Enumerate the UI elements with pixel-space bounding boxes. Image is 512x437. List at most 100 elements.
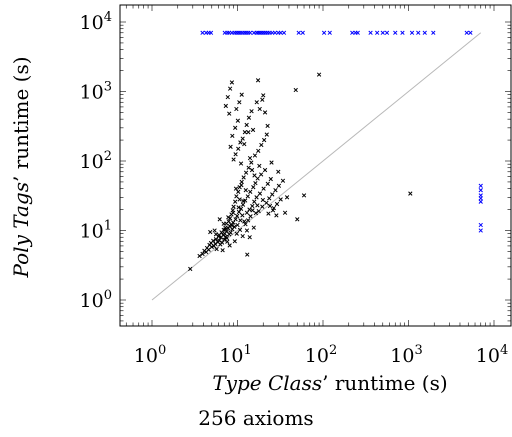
data-point	[261, 93, 266, 98]
data-point	[267, 196, 272, 201]
y-tick-label: 101	[80, 219, 112, 243]
y-tick-label: 104	[80, 10, 112, 34]
data-point	[214, 246, 219, 252]
x-tick-label: 100	[134, 343, 166, 367]
chart-caption: 256 axioms	[198, 406, 314, 430]
y-tick-label: 100	[80, 288, 112, 312]
data-point	[244, 122, 249, 128]
data-point	[208, 229, 213, 235]
data-point	[242, 219, 247, 224]
data-point	[255, 203, 260, 208]
data-point	[197, 253, 202, 259]
data-point	[232, 239, 237, 244]
timeout-point	[278, 30, 283, 35]
data-point	[247, 235, 252, 240]
data-point	[252, 199, 257, 204]
data-point	[260, 197, 266, 203]
data-point	[248, 189, 253, 194]
data-point	[244, 228, 250, 233]
x-axis-label-italic: Type Class	[212, 371, 322, 395]
data-point	[240, 136, 245, 141]
data-point	[267, 203, 273, 209]
data-point	[257, 191, 263, 196]
timeout-point	[478, 228, 483, 233]
data-point	[235, 222, 240, 228]
tick-labels-layer: 100 101 102 103 104 100 101 102 103 104	[80, 10, 509, 367]
data-point	[250, 203, 255, 209]
timeout-point	[422, 30, 427, 35]
data-point	[259, 142, 264, 148]
data-point	[223, 103, 228, 109]
data-point	[260, 97, 265, 102]
y-axis-label-italic: Poly Tags	[9, 182, 33, 279]
data-point	[227, 111, 232, 116]
timeout-point	[380, 30, 385, 35]
data-point	[233, 125, 238, 130]
timeout-point	[416, 30, 421, 35]
data-point	[249, 109, 254, 114]
data-point	[236, 189, 241, 194]
data-point	[231, 157, 236, 162]
data-point	[241, 198, 246, 204]
data-point	[234, 194, 239, 199]
data-point	[301, 193, 307, 198]
timeout-point	[393, 30, 398, 35]
timeout-point	[478, 183, 483, 188]
data-point	[233, 152, 238, 157]
data-point	[408, 191, 413, 196]
data-point	[250, 208, 255, 213]
data-point	[254, 100, 259, 105]
timeout-point	[384, 30, 390, 35]
data-point	[265, 123, 270, 129]
timeout-point	[400, 30, 405, 35]
timeout-point	[464, 30, 469, 35]
data-point	[226, 215, 231, 220]
data-point	[253, 210, 259, 216]
data-point	[223, 227, 228, 232]
data-point	[239, 182, 244, 188]
data-point	[247, 207, 252, 212]
data-point	[293, 87, 298, 93]
timeout-point	[478, 199, 483, 204]
x-tick-label: 104	[476, 343, 508, 367]
data-point	[262, 167, 268, 173]
data-point	[213, 232, 219, 237]
data-point	[246, 165, 251, 170]
data-point	[295, 217, 300, 222]
data-point	[211, 238, 216, 243]
data-point	[240, 213, 245, 218]
data-point	[278, 197, 283, 202]
diagonal-line-layer	[151, 32, 482, 301]
timeout-point	[256, 30, 261, 35]
data-point	[238, 206, 244, 211]
data-point	[219, 240, 225, 245]
data-point	[261, 186, 266, 191]
plot-frame	[119, 4, 512, 327]
y-tick-label: 102	[80, 149, 112, 173]
timeout-point	[200, 30, 205, 35]
data-point	[248, 214, 253, 219]
data-point	[225, 239, 230, 244]
data-point	[233, 217, 238, 222]
data-point	[237, 100, 242, 105]
data-point	[216, 238, 222, 243]
x-tick-label: 101	[219, 343, 251, 367]
data-point	[238, 218, 243, 223]
data-point	[228, 144, 233, 149]
data-point	[209, 244, 214, 250]
data-point	[255, 78, 261, 83]
data-point	[258, 172, 264, 177]
timeout-point	[478, 222, 483, 228]
data-point	[256, 208, 261, 214]
data-point	[252, 173, 257, 178]
data-point	[251, 185, 256, 190]
data-point	[229, 80, 235, 85]
data-point	[276, 169, 281, 174]
data-point	[236, 205, 241, 210]
timeout-point	[431, 30, 436, 35]
timeout-point	[409, 30, 415, 35]
data-point	[260, 204, 265, 209]
data-point	[241, 175, 246, 180]
data-point	[251, 225, 256, 230]
data-point	[233, 199, 238, 204]
